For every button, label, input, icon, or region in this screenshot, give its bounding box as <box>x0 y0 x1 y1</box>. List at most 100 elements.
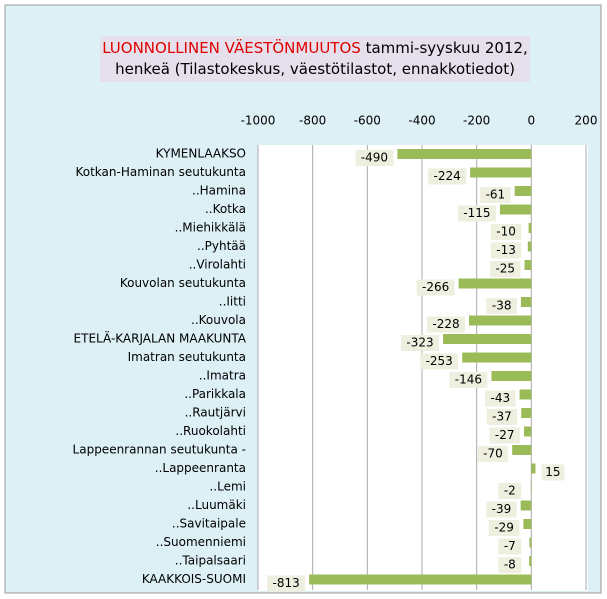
y-tick-label: Kotkan-Haminan seutukunta <box>75 165 246 179</box>
bar <box>530 482 532 492</box>
bar <box>520 500 532 511</box>
y-tick-label: ..Kotka <box>205 202 246 216</box>
data-label: -813 <box>272 576 299 590</box>
bar <box>443 334 532 344</box>
data-label-background <box>486 298 517 314</box>
data-label-background <box>486 409 518 425</box>
data-label-background <box>428 168 467 185</box>
bar <box>529 537 532 548</box>
data-label-background <box>486 501 517 518</box>
data-label: -253 <box>426 354 453 368</box>
x-tick-label: -400 <box>408 114 435 128</box>
data-label-background <box>489 427 520 444</box>
data-label: -224 <box>433 169 460 183</box>
y-tick-label: Imatran seutukunta <box>128 350 246 364</box>
bar <box>397 149 532 159</box>
data-label: -490 <box>361 151 388 165</box>
data-label-background <box>490 242 522 259</box>
data-label-background <box>267 575 306 592</box>
bar <box>529 556 532 566</box>
data-label-background <box>457 205 496 222</box>
y-tick-label: KYMENLAAKSO <box>156 147 246 161</box>
x-tick-label: -1000 <box>241 114 276 128</box>
data-label: -43 <box>491 391 511 405</box>
y-tick-label: ..Savitaipale <box>172 517 246 531</box>
data-label-background <box>498 483 522 499</box>
data-label-background <box>449 372 488 388</box>
data-label: -38 <box>492 299 512 313</box>
bar <box>524 260 532 270</box>
y-tick-label: ..Pyhtää <box>197 239 246 253</box>
data-label: -37 <box>492 410 512 424</box>
data-label: -323 <box>406 336 433 350</box>
data-label: -39 <box>492 502 512 516</box>
y-tick-label: Lappeenrannan seutukunta - <box>73 443 246 457</box>
bar <box>462 352 532 363</box>
data-label-background <box>480 187 511 203</box>
x-tick-label: -200 <box>463 114 490 128</box>
y-tick-label: ..Parikkala <box>184 387 246 401</box>
data-label-background <box>416 279 455 296</box>
data-label: 15 <box>545 465 560 479</box>
data-label-background <box>401 335 440 351</box>
data-label: -7 <box>504 539 516 553</box>
data-label: -8 <box>504 558 516 572</box>
title-rest: tammi-syyskuu 2012, henkeä (Tilastokesku… <box>115 39 528 78</box>
bar <box>469 315 532 326</box>
data-label: -266 <box>422 280 449 294</box>
data-label: -13 <box>496 243 516 257</box>
data-label: -146 <box>455 373 482 387</box>
data-label: -115 <box>463 206 490 220</box>
data-label: -27 <box>495 428 515 442</box>
data-label: -10 <box>496 225 516 239</box>
x-tick-label: -600 <box>354 114 381 128</box>
data-label-background <box>498 538 522 555</box>
data-label: -70 <box>483 447 503 461</box>
y-tick-label: KAAKKOIS-SUOMI <box>142 572 246 586</box>
y-tick-label: ..Miehikkälä <box>175 221 246 235</box>
bar <box>309 574 532 585</box>
data-label-background <box>488 520 520 536</box>
bar <box>512 445 532 455</box>
data-label-background <box>355 150 394 166</box>
bar <box>523 519 532 529</box>
data-label-background <box>498 557 522 573</box>
bar <box>527 241 532 252</box>
data-label-background <box>490 261 521 277</box>
bar <box>470 167 532 178</box>
data-label: -29 <box>494 521 514 535</box>
y-tick-label: ETELÄ-KARJALAN MAAKUNTA <box>74 331 247 346</box>
y-tick-label: ..Virolahti <box>189 258 246 272</box>
bar <box>491 371 532 381</box>
data-label: -2 <box>504 484 516 498</box>
y-tick-label: ..Luumäki <box>187 498 246 512</box>
x-tick-label: 0 <box>528 114 536 128</box>
chart-title: LUONNOLLINEN VÄESTÖNMUUTOS tammi-syyskuu… <box>100 36 530 82</box>
y-tick-label: ..Suomenniemi <box>156 535 246 549</box>
y-tick-label: ..Imatra <box>199 369 246 383</box>
y-tick-label: ..Hamina <box>192 184 246 198</box>
bar <box>458 278 532 289</box>
data-label: -61 <box>486 188 506 202</box>
x-tick-label: -800 <box>299 114 326 128</box>
y-tick-label: ..Lemi <box>209 480 246 494</box>
data-label-background <box>490 224 522 240</box>
data-label-background <box>420 353 459 370</box>
data-label-background <box>477 446 509 462</box>
bar <box>523 426 532 437</box>
bar <box>499 204 532 215</box>
y-tick-label: ..Rautjärvi <box>185 406 246 420</box>
bar <box>521 408 532 418</box>
title-highlight: LUONNOLLINEN VÄESTÖNMUUTOS <box>102 39 361 57</box>
data-label: -228 <box>432 317 459 331</box>
bar <box>514 186 532 196</box>
data-label-background <box>485 390 516 407</box>
bar <box>520 297 532 307</box>
y-tick-label: ..Lappeenranta <box>155 461 246 475</box>
data-label-background <box>541 464 565 481</box>
y-tick-label: ..Kouvola <box>191 313 246 327</box>
bar <box>528 223 532 233</box>
bar <box>531 463 536 474</box>
